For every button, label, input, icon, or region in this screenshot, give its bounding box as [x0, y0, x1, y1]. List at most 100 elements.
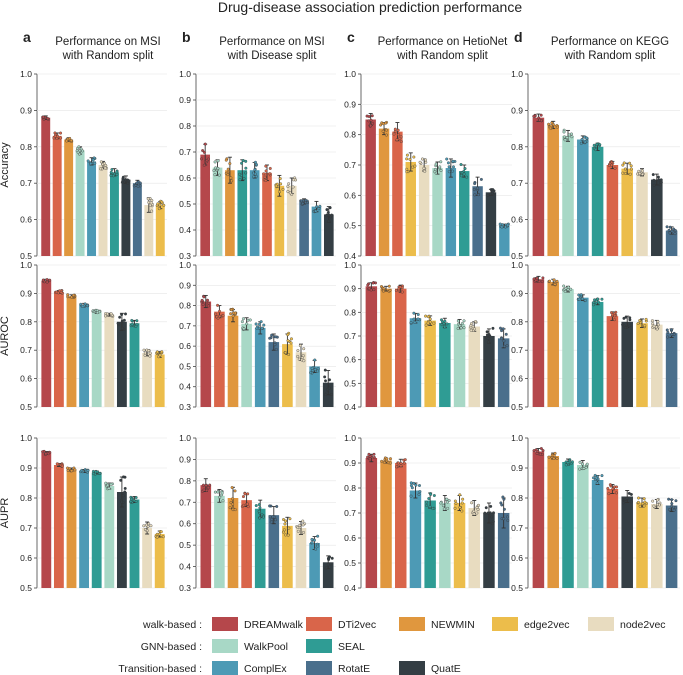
data-point — [652, 183, 656, 187]
data-point — [585, 462, 589, 466]
data-point — [369, 118, 373, 122]
data-point — [456, 319, 460, 323]
data-point — [640, 172, 644, 176]
data-point — [45, 278, 49, 282]
data-point — [650, 319, 654, 323]
data-point — [501, 495, 505, 499]
data-point — [624, 172, 627, 175]
data-point — [371, 122, 375, 125]
data-point — [244, 171, 248, 175]
data-point — [622, 161, 626, 165]
data-point — [538, 452, 542, 456]
bar — [200, 301, 212, 407]
bar — [409, 318, 422, 407]
data-point — [563, 138, 567, 142]
data-point — [105, 312, 109, 316]
y-tick-label: 0.9 — [344, 99, 356, 109]
data-point — [613, 312, 616, 316]
data-point — [396, 128, 400, 132]
data-point — [470, 501, 474, 505]
data-point — [408, 157, 412, 161]
data-point — [668, 225, 672, 229]
data-point — [288, 191, 292, 195]
data-point — [217, 173, 221, 177]
bar — [547, 456, 559, 588]
bar — [591, 301, 604, 407]
data-point — [594, 148, 598, 152]
data-point — [532, 114, 536, 118]
data-point — [109, 312, 113, 316]
data-point — [73, 468, 77, 472]
panel-title-line1: Performance on MSI — [219, 36, 324, 48]
bar — [424, 500, 436, 588]
y-tick-label: 0.9 — [179, 454, 191, 464]
data-point — [535, 452, 539, 456]
legend-swatch — [212, 617, 238, 631]
y-tick-label: 1.0 — [20, 69, 32, 79]
data-point — [109, 170, 113, 174]
data-point — [502, 339, 506, 343]
y-tick-label: 0.9 — [20, 288, 32, 298]
y-tick-label: 0.7 — [511, 523, 523, 533]
data-point — [399, 135, 403, 139]
data-point — [405, 170, 409, 174]
data-point — [369, 124, 373, 128]
data-point — [484, 506, 488, 510]
y-tick-label: 1.0 — [511, 433, 523, 443]
data-point — [486, 340, 490, 344]
data-point — [445, 322, 449, 326]
bar — [424, 320, 436, 407]
data-point — [550, 121, 554, 125]
bar — [432, 168, 443, 256]
data-point — [472, 512, 476, 516]
data-point — [399, 140, 403, 144]
data-point — [539, 113, 543, 117]
data-point — [658, 183, 662, 187]
bar — [254, 508, 266, 588]
data-point — [673, 228, 677, 232]
data-point — [637, 496, 641, 500]
data-point — [324, 379, 328, 383]
data-point — [387, 284, 391, 288]
data-point — [257, 503, 261, 507]
data-point — [473, 182, 477, 186]
data-point — [213, 160, 217, 164]
data-point — [246, 492, 250, 496]
data-point — [383, 461, 387, 464]
y-tick-label: 0.9 — [20, 463, 32, 473]
data-point — [314, 209, 318, 213]
data-point — [273, 343, 277, 347]
y-tick-label: 0.7 — [511, 345, 523, 355]
data-point — [458, 506, 462, 509]
data-point — [427, 497, 431, 501]
data-point — [549, 124, 553, 128]
data-point — [644, 317, 648, 321]
data-point — [218, 495, 222, 499]
data-point — [120, 313, 124, 316]
data-point — [491, 326, 495, 330]
bar — [459, 171, 470, 256]
data-point — [506, 223, 510, 227]
data-point — [271, 515, 275, 519]
data-point — [241, 317, 245, 321]
data-point — [372, 452, 376, 456]
data-point — [368, 457, 372, 461]
data-point — [432, 494, 436, 497]
legend-group-label: GNN-based : — [141, 641, 202, 653]
data-point — [255, 163, 258, 167]
y-tick-label: 1.0 — [511, 69, 523, 79]
data-point — [640, 169, 644, 173]
y-tick-label: 0.9 — [344, 458, 356, 468]
data-point — [327, 219, 331, 223]
data-point — [382, 289, 385, 293]
bar — [499, 225, 510, 256]
data-point — [302, 347, 306, 351]
data-point — [326, 563, 330, 567]
data-point — [541, 276, 545, 280]
y-tick-label: 1.0 — [20, 433, 32, 443]
y-tick-label: 0.5 — [179, 361, 191, 371]
data-point — [286, 339, 290, 343]
bar — [405, 161, 416, 256]
data-point — [405, 153, 409, 157]
data-point — [106, 483, 110, 487]
